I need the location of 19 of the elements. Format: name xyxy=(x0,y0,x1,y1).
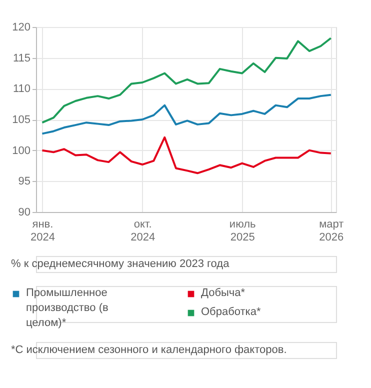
x-tick-label: март 2026 xyxy=(319,218,344,244)
y-tick-label: 110 xyxy=(12,83,30,96)
y-tick-label: 95 xyxy=(18,176,30,188)
x-tick-label: янв. 2024 xyxy=(30,218,55,244)
line-series xyxy=(41,94,332,135)
x-tick-label: окт. 2024 xyxy=(130,218,156,244)
legend-label: Добыча* xyxy=(201,287,246,299)
y-tick-label: 90 xyxy=(18,206,30,218)
line-series xyxy=(41,37,332,124)
y-tick-label: 100 xyxy=(12,144,30,157)
legend-label: Обработка* xyxy=(201,306,262,318)
y-tick-label: 105 xyxy=(12,114,30,126)
text: % к среднемесячному значению 2023 года xyxy=(11,258,230,270)
text: *С исключением сезонного и календарного факторов. xyxy=(11,344,287,356)
x-tick-label: июль 2025 xyxy=(229,218,256,244)
y-tick-label: 115 xyxy=(12,52,30,64)
y-tick-label: 120 xyxy=(12,22,30,34)
line-series xyxy=(41,136,332,174)
legend-label: Промышленное производство (в целом)* xyxy=(26,287,108,329)
